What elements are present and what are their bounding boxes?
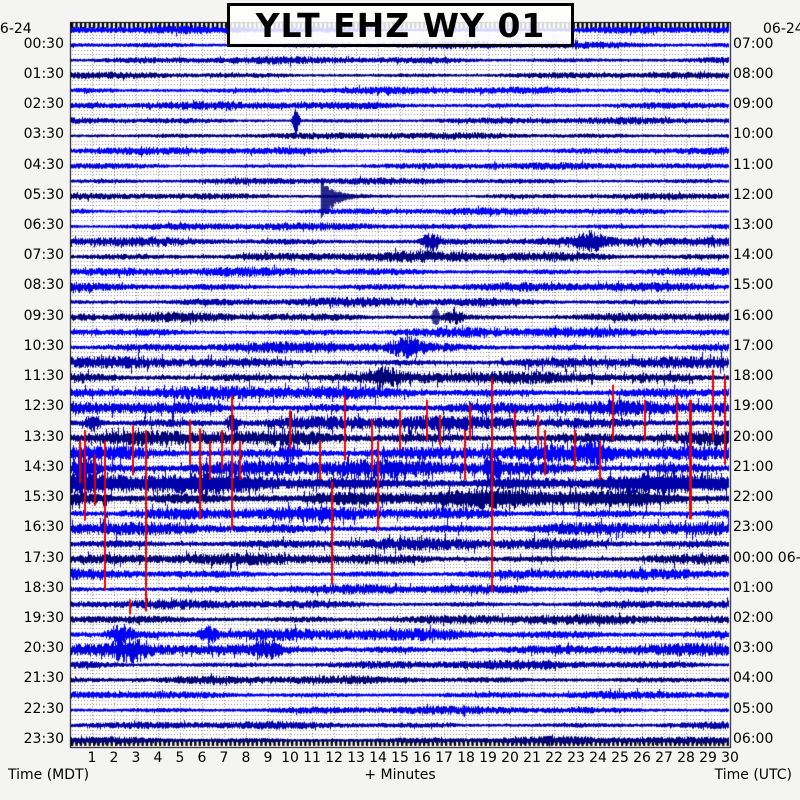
minute-tick-label: 15 [391, 750, 409, 766]
minute-tick-label: 6 [197, 750, 207, 766]
minute-tick-label: 28 [677, 750, 695, 766]
minute-tick-label: 1 [87, 750, 97, 766]
minute-tick-label: 18 [457, 750, 475, 766]
utc-axis-caption: Time (UTC) [714, 767, 792, 783]
minute-tick-label: 23 [567, 750, 585, 766]
minute-tick-label: 14 [369, 750, 387, 766]
mdt-tick-label: 10:30 [23, 337, 64, 354]
mdt-tick-label: 20:30 [23, 640, 64, 657]
minute-tick-label: 8 [241, 750, 251, 766]
utc-tick-label: 18:00 [733, 368, 774, 385]
minute-tick-label: 13 [347, 750, 365, 766]
mdt-tick-label: 01:30 [23, 65, 64, 82]
minute-tick-label: 21 [523, 750, 541, 766]
mdt-tick-label: 02:30 [23, 96, 64, 113]
mdt-tick-label: 17:30 [23, 549, 64, 566]
utc-tick-label: 15:00 [733, 277, 774, 294]
minutes-axis-caption: + Minutes [364, 767, 436, 783]
utc-tick-label: 10:00 [733, 126, 774, 143]
mdt-tick-label: 13:30 [23, 428, 64, 445]
minute-tick-label: 5 [175, 750, 185, 766]
station-title: YLT EHZ WY 01 [255, 5, 546, 45]
utc-tick-label: 20:00 [733, 428, 774, 445]
utc-tick-label: 09:00 [733, 96, 774, 113]
mdt-tick-label: 08:30 [23, 277, 64, 294]
mdt-tick-label: 22:30 [23, 700, 64, 717]
minute-tick-label: 27 [655, 750, 673, 766]
mdt-tick-label: 06:30 [23, 216, 64, 233]
utc-tick-label: 16:00 [733, 307, 774, 324]
mdt-tick-label: 18:30 [23, 579, 64, 596]
date-label-left: 06-24 [0, 21, 32, 37]
mdt-tick-label: 03:30 [23, 126, 64, 143]
minute-tick-label: 4 [153, 750, 163, 766]
minute-tick-label: 19 [479, 750, 497, 766]
minute-tick-label: 10 [281, 750, 299, 766]
minute-tick-label: 11 [303, 750, 321, 766]
mdt-tick-label: 00:30 [23, 35, 64, 52]
minute-tick-label: 30 [721, 750, 739, 766]
mdt-tick-label: 12:30 [23, 398, 64, 415]
mdt-tick-label: 19:30 [23, 609, 64, 626]
mdt-tick-label: 14:30 [23, 458, 64, 475]
utc-tick-label: 05:00 [733, 700, 774, 717]
utc-tick-label: 19:00 [733, 398, 774, 415]
minute-tick-label: 12 [325, 750, 343, 766]
utc-tick-label: 14:00 [733, 247, 774, 264]
utc-tick-label: 11:00 [733, 156, 774, 173]
mdt-tick-label: 23:30 [23, 730, 64, 747]
mdt-axis-caption: Time (MDT) [8, 767, 90, 783]
mdt-tick-label: 11:30 [23, 368, 64, 385]
utc-tick-label: 07:00 [733, 35, 774, 52]
mdt-tick-label: 21:30 [23, 670, 64, 687]
minute-tick-label: 2 [109, 750, 119, 766]
minute-tick-label: 22 [545, 750, 563, 766]
mdt-tick-label: 05:30 [23, 186, 64, 203]
utc-tick-label: 21:00 [733, 458, 774, 475]
utc-tick-label: 08:00 [733, 65, 774, 82]
utc-tick-label: 00:00 06-25 [733, 549, 800, 566]
minute-tick-label: 16 [413, 750, 431, 766]
mdt-tick-label: 09:30 [23, 307, 64, 324]
mdt-tick-label: 16:30 [23, 519, 64, 536]
utc-tick-label: 13:00 [733, 216, 774, 233]
minute-tick-label: 9 [263, 750, 273, 766]
minute-tick-label: 25 [611, 750, 629, 766]
minute-tick-label: 24 [589, 750, 607, 766]
utc-tick-label: 22:00 [733, 489, 774, 506]
minute-tick-label: 3 [131, 750, 141, 766]
utc-tick-label: 03:00 [733, 640, 774, 657]
minute-tick-label: 26 [633, 750, 651, 766]
utc-tick-label: 04:00 [733, 670, 774, 687]
mdt-tick-label: 04:30 [23, 156, 64, 173]
utc-tick-label: 01:00 [733, 579, 774, 596]
mdt-tick-label: 07:30 [23, 247, 64, 264]
minute-tick-label: 17 [435, 750, 453, 766]
utc-tick-label: 06:00 [733, 730, 774, 747]
utc-tick-label: 02:00 [733, 609, 774, 626]
station-title-box: YLT EHZ WY 01 [227, 3, 574, 47]
utc-tick-label: 12:00 [733, 186, 774, 203]
mdt-tick-label: 15:30 [23, 489, 64, 506]
minute-tick-label: 20 [501, 750, 519, 766]
utc-tick-label: 17:00 [733, 337, 774, 354]
date-label-right: 06-24 [763, 21, 800, 37]
minute-tick-label: 7 [219, 750, 229, 766]
utc-tick-label: 23:00 [733, 519, 774, 536]
minute-tick-label: 29 [699, 750, 717, 766]
